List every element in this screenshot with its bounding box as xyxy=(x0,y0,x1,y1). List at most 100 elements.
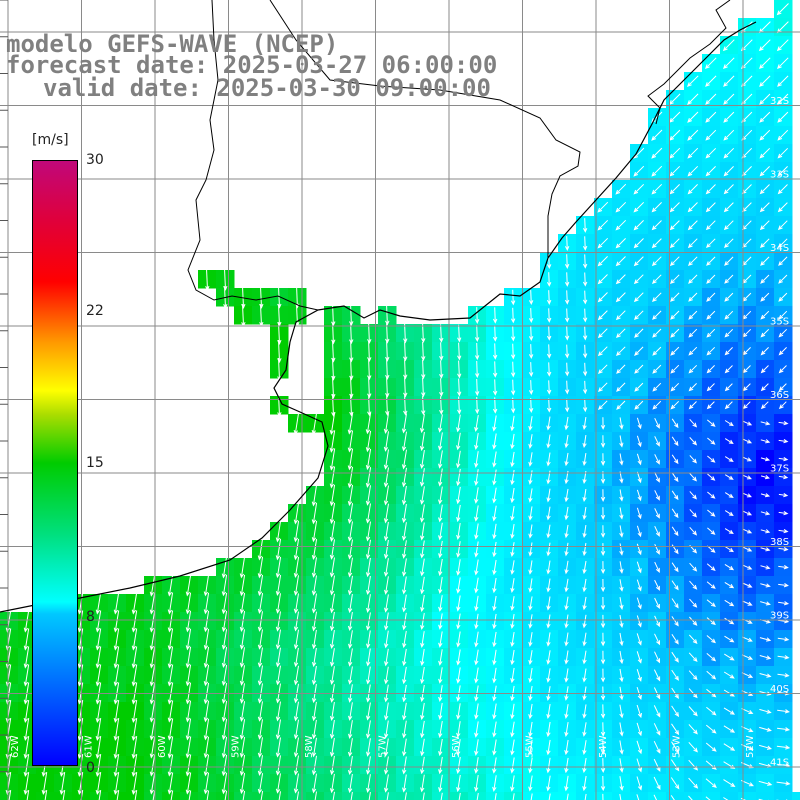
wind-arrow xyxy=(95,610,102,633)
wind-speed-cell xyxy=(414,792,433,800)
wind-arrow xyxy=(706,419,716,427)
wind-arrow xyxy=(185,772,192,795)
wind-arrow xyxy=(778,328,788,338)
wind-arrow xyxy=(366,594,371,613)
wind-arrow xyxy=(633,292,644,303)
wind-speed-cell xyxy=(558,792,577,800)
wind-arrow xyxy=(365,430,372,453)
wind-arrow xyxy=(257,556,264,579)
latitude-label: 40S xyxy=(770,684,789,695)
wind-arrow xyxy=(456,523,461,541)
wind-arrow xyxy=(239,772,246,795)
wind-arrow xyxy=(671,705,680,718)
wind-arrow xyxy=(383,467,389,488)
wind-arrow xyxy=(185,754,192,777)
wind-arrow xyxy=(385,359,390,380)
wind-arrow xyxy=(23,664,30,687)
wind-arrow xyxy=(205,268,210,291)
wind-arrow xyxy=(564,775,569,792)
wind-arrow xyxy=(365,576,371,596)
wind-arrow xyxy=(167,754,174,777)
wind-arrow xyxy=(582,650,587,665)
wind-arrow xyxy=(474,451,479,468)
wind-arrow xyxy=(546,757,551,774)
wind-arrow xyxy=(582,668,587,683)
wind-arrow xyxy=(636,543,642,556)
wind-arrow xyxy=(528,380,534,396)
wind-arrow xyxy=(600,525,606,538)
wind-arrow xyxy=(293,611,299,632)
wind-arrow xyxy=(546,506,551,521)
latitude-label: 34S xyxy=(770,243,789,254)
wind-arrow xyxy=(402,774,407,793)
wind-arrow xyxy=(759,184,770,195)
wind-arrow xyxy=(475,378,480,397)
wind-arrow xyxy=(760,421,771,426)
wind-speed-cell xyxy=(792,792,800,800)
wind-arrow xyxy=(293,773,299,794)
wind-arrow xyxy=(724,581,735,589)
wind-arrow xyxy=(366,630,371,649)
wind-arrow xyxy=(600,596,606,611)
wind-arrow xyxy=(705,93,717,105)
wind-arrow xyxy=(636,615,642,628)
wind-arrow xyxy=(421,359,426,380)
wind-arrow xyxy=(633,256,644,267)
wind-arrow xyxy=(688,310,698,320)
wind-arrow xyxy=(597,400,608,411)
wind-arrow xyxy=(528,757,533,774)
wind-arrow xyxy=(689,418,698,428)
wind-arrow xyxy=(760,256,770,266)
wind-arrow xyxy=(706,670,717,680)
wind-arrow xyxy=(654,597,660,610)
wind-arrow xyxy=(723,797,729,800)
wind-arrow xyxy=(203,736,210,759)
wind-arrow xyxy=(724,274,734,284)
wind-arrow xyxy=(651,256,662,267)
wind-arrow xyxy=(456,631,461,648)
wind-arrow xyxy=(742,474,752,480)
wind-arrow xyxy=(384,612,389,631)
wind-arrow xyxy=(348,630,353,649)
wind-arrow xyxy=(619,650,624,665)
wind-arrow xyxy=(615,238,626,249)
wind-arrow xyxy=(311,502,318,525)
wind-arrow xyxy=(402,738,407,757)
wind-arrow xyxy=(203,700,210,723)
wind-arrow xyxy=(257,538,264,561)
wind-arrow xyxy=(705,166,716,177)
wind-arrow xyxy=(652,310,662,320)
wind-arrow xyxy=(546,272,552,287)
wind-arrow xyxy=(600,614,606,629)
wind-arrow xyxy=(492,487,497,504)
wind-arrow xyxy=(582,380,588,395)
wind-arrow xyxy=(419,413,425,434)
wind-arrow xyxy=(368,792,371,800)
wind-arrow xyxy=(510,289,516,306)
wind-arrow xyxy=(383,413,389,434)
wind-arrow xyxy=(616,400,626,410)
wind-arrow xyxy=(651,129,663,141)
wind-arrow xyxy=(311,611,317,632)
wind-arrow xyxy=(275,520,282,543)
wind-arrow xyxy=(687,129,699,141)
wind-arrow xyxy=(669,274,680,285)
latitude-label: 37S xyxy=(770,464,789,475)
wind-arrow xyxy=(438,613,443,630)
wind-arrow xyxy=(706,581,716,589)
wind-arrow xyxy=(600,668,606,683)
longitude-label: 59W xyxy=(231,735,242,758)
wind-arrow xyxy=(510,361,516,378)
wind-arrow xyxy=(401,503,407,524)
wind-arrow xyxy=(275,556,282,579)
wind-arrow xyxy=(564,757,569,774)
wind-arrow xyxy=(777,238,788,249)
wind-arrow xyxy=(420,576,425,595)
wind-arrow xyxy=(687,184,698,195)
wind-arrow xyxy=(597,292,608,303)
wind-arrow xyxy=(438,468,443,487)
longitude-label: 62W xyxy=(10,735,21,758)
wind-arrow xyxy=(492,775,497,792)
wind-arrow xyxy=(689,562,698,572)
wind-arrow xyxy=(456,504,461,523)
